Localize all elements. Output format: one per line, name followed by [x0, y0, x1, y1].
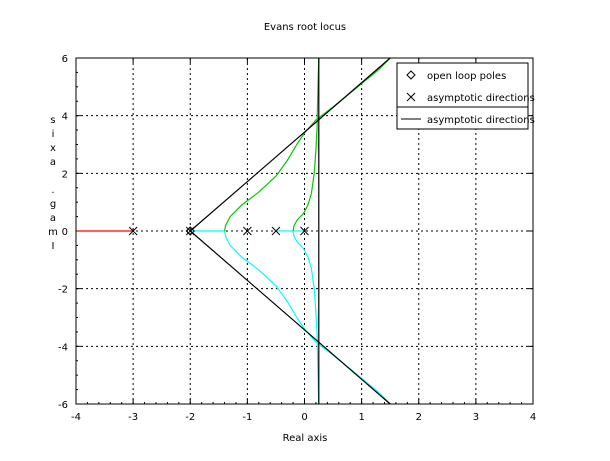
y-axis-title-char: i	[52, 129, 55, 140]
legend: open loop poles asymptotic directions asym…	[396, 62, 535, 130]
y-axis-title-char: m	[48, 227, 58, 238]
pole-marker	[185, 226, 195, 236]
locus-branch	[189, 230, 391, 405]
y-axis-title-char: .	[51, 185, 54, 196]
series-group	[76, 57, 391, 405]
y-axis-title-char: g	[50, 199, 56, 210]
pole-marker	[243, 226, 252, 236]
x-axis-title: Real axis	[283, 433, 328, 444]
x-tick-label: -4	[71, 412, 81, 423]
legend-entry: asymptotic directions	[406, 92, 535, 104]
x-tick-label: 4	[530, 412, 536, 423]
x-tick-label: 2	[416, 412, 422, 423]
diamond-marker	[185, 226, 195, 236]
legend-label: asymptotic directions	[427, 93, 535, 104]
pole-markers	[128, 226, 309, 236]
x-tick-label: 1	[358, 412, 364, 423]
y-axis-title-char: I	[52, 241, 55, 252]
y-tick-label: -6	[58, 400, 68, 411]
x-tick-label: -3	[128, 412, 138, 423]
y-tick-label: 0	[62, 227, 68, 238]
x-tick-label: -1	[242, 412, 252, 423]
locus-branch	[292, 230, 320, 405]
y-tick-label: 6	[62, 54, 68, 65]
legend-box	[396, 62, 529, 130]
locus-branch	[189, 57, 391, 232]
y-tick-label: 4	[62, 112, 68, 123]
plot-frame	[75, 57, 534, 405]
legend-label: asymptotic directions	[427, 115, 535, 126]
y-tick-label: 2	[62, 169, 68, 180]
y-axis-title-char: s	[50, 115, 55, 126]
y-axis-title-char: x	[50, 143, 56, 154]
x-tick-label: 0	[301, 412, 307, 423]
legend-diamond-icon	[406, 70, 416, 80]
legend-label: open loop poles	[427, 71, 506, 82]
y-tick-label: -2	[58, 285, 68, 296]
pole-marker	[128, 226, 138, 236]
legend-entry: open loop poles	[406, 70, 506, 82]
y-axis-title-char: a	[50, 157, 56, 168]
x-tick-label: 3	[473, 412, 479, 423]
x-tick-label: -2	[185, 412, 195, 423]
locus-branch	[292, 57, 320, 232]
pole-marker	[300, 226, 309, 236]
pole-marker	[271, 226, 281, 236]
y-axis-title-char: a	[50, 213, 56, 224]
chart-title: Evans root locus	[264, 22, 346, 33]
legend-entry: asymptotic directions	[401, 115, 535, 126]
y-tick-label: -4	[58, 342, 68, 353]
